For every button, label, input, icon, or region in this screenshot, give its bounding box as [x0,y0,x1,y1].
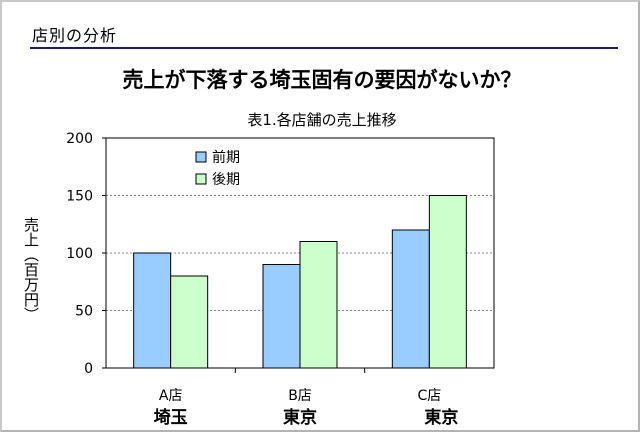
y-tick-label: 150 [66,189,93,205]
chart-title: 表1.各店舗の売上推移 [247,111,396,129]
legend-swatch [195,151,207,163]
x-tick-label: B店 [288,388,312,404]
y-tick-label: 0 [84,361,93,377]
y-axis-ticks: 0 50 100 150 200 [66,131,106,377]
bar-前期-A店 [133,252,172,369]
x-region-label: 埼玉 [154,407,188,428]
section-title: 店別の分析 [32,26,118,45]
y-axis-label: 売上（百万円） [22,217,40,322]
bar-前期-C店 [391,229,430,369]
bar-後期-B店 [299,241,338,369]
y-tick-label: 200 [66,131,93,147]
y-tick-label: 50 [75,304,93,320]
bars [133,195,467,369]
bar-後期-A店 [170,275,209,369]
slide-headline: 売上が下落する埼玉固有の要因がないか？ [122,68,522,92]
legend-label: 前期 [212,149,240,166]
legend-swatch [195,173,207,185]
bar-後期-C店 [428,195,467,369]
x-region-label: 東京 [424,407,458,428]
x-tick-label: C店 [417,388,441,404]
y-tick-label: 100 [66,246,93,262]
bar-前期-B店 [262,264,301,369]
slide: 店別の分析 売上が下落する埼玉固有の要因がないか？ 表1.各店舗の売上推移 0 5… [0,0,640,432]
legend-label: 後期 [212,172,240,188]
x-tick-label: A店 [159,388,183,404]
x-region-label: 東京 [283,407,317,428]
section-divider [30,47,618,49]
